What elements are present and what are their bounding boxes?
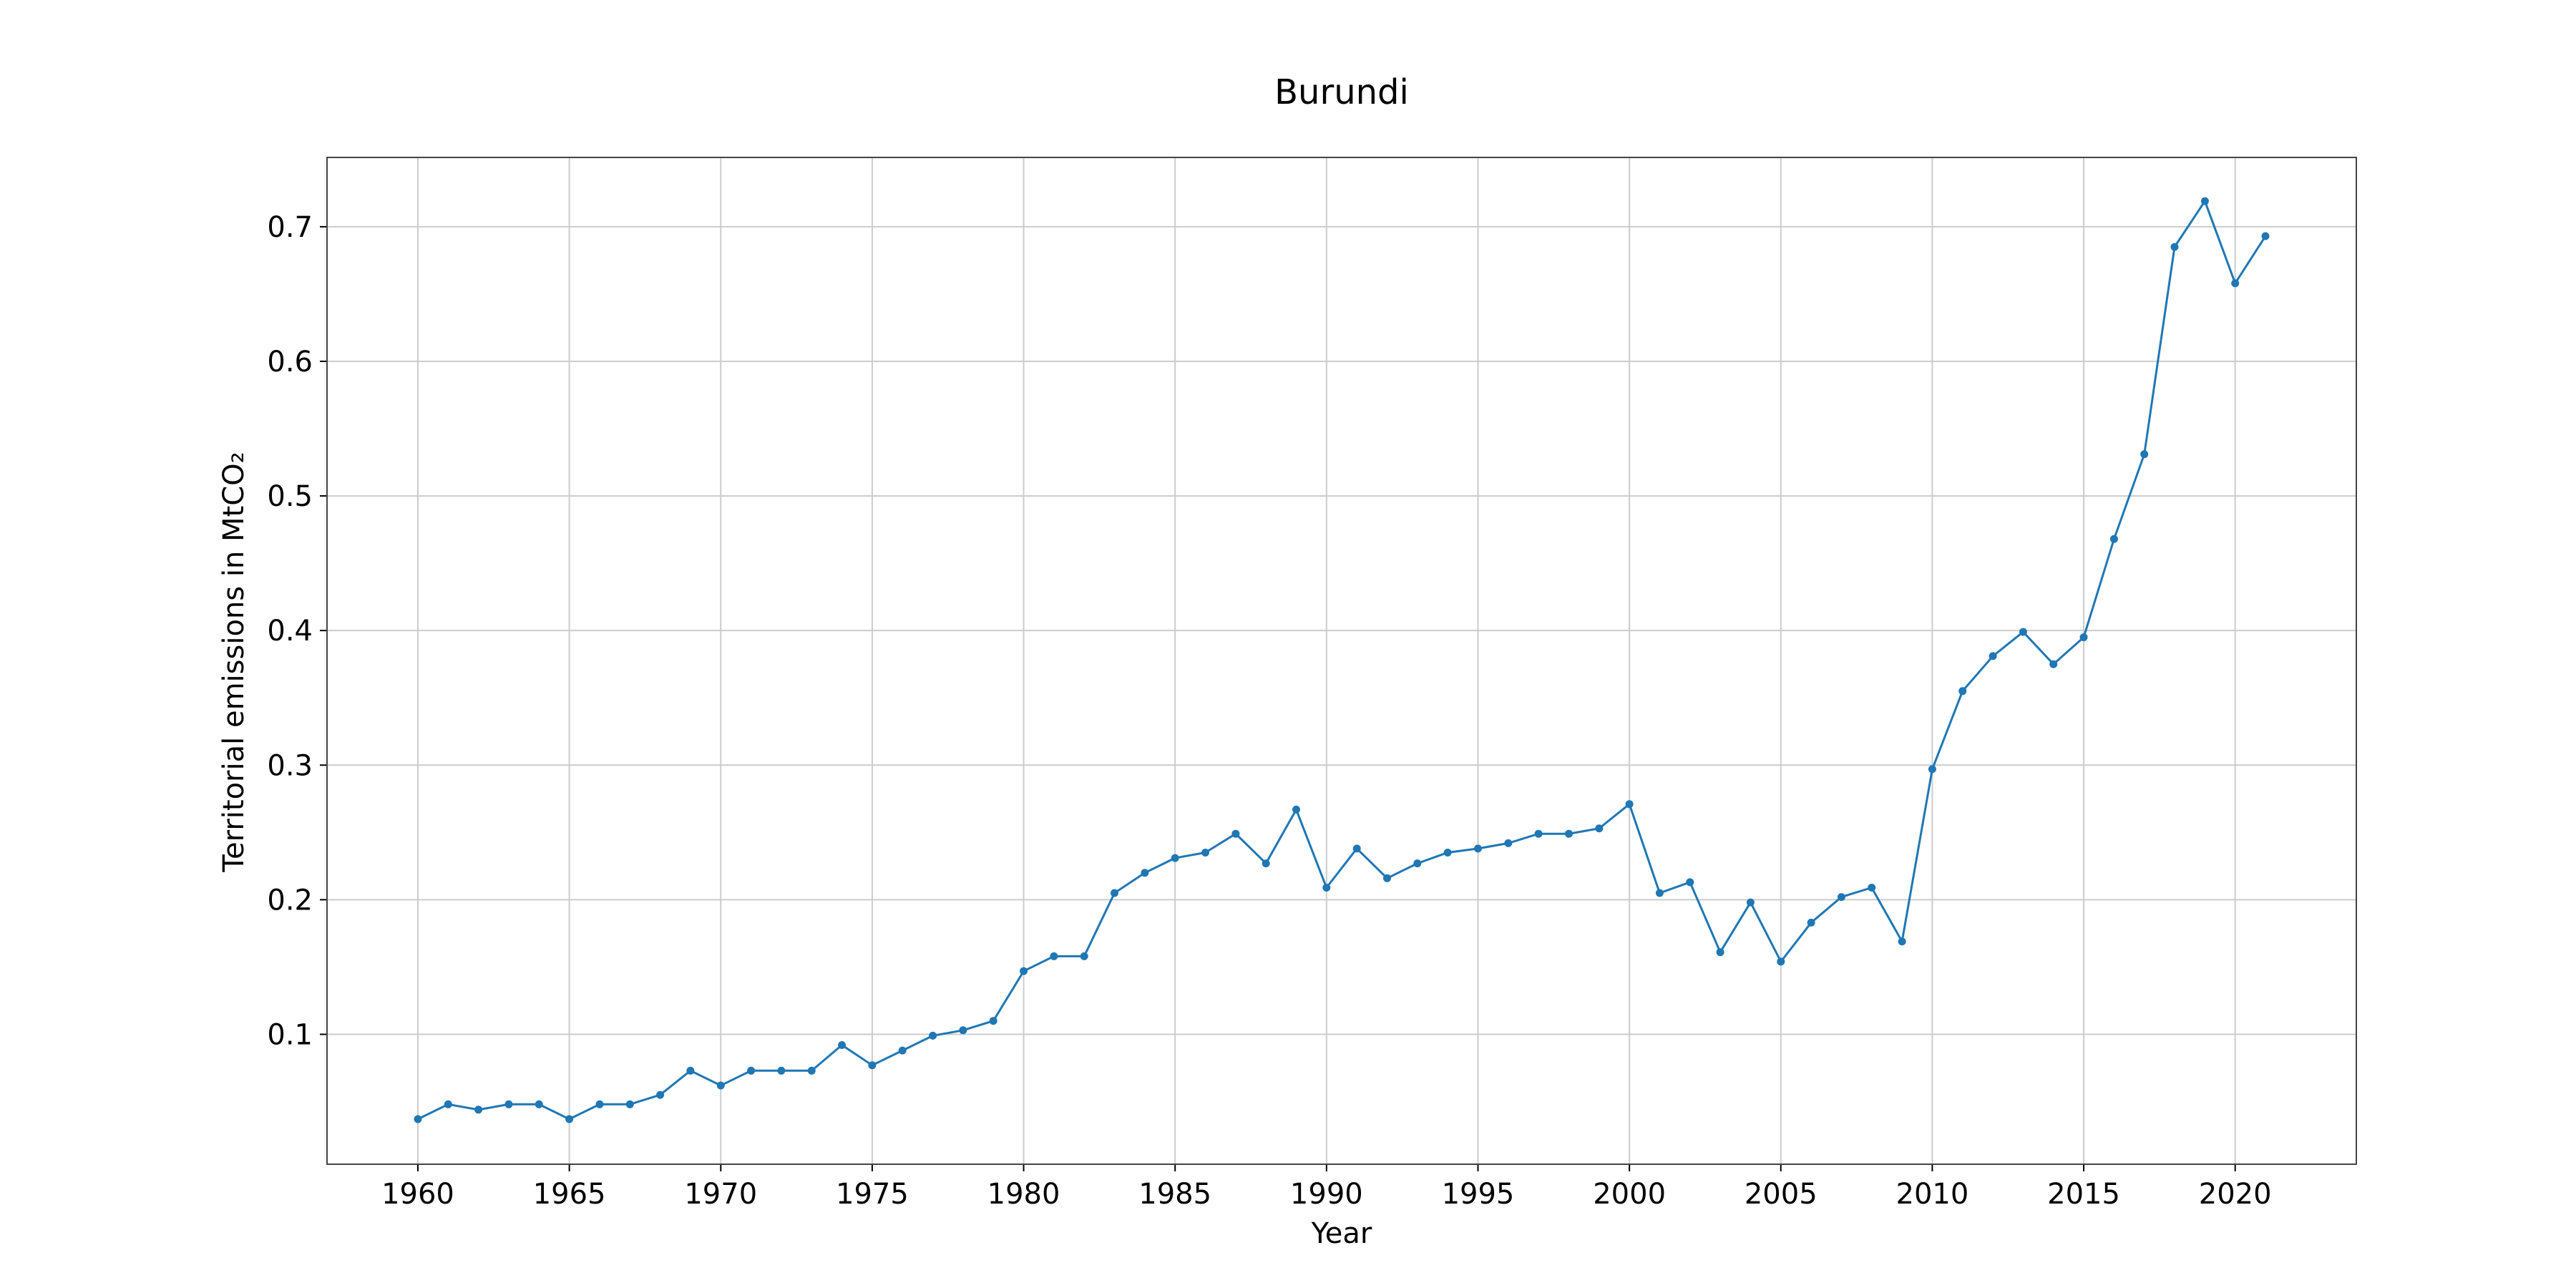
data-point <box>1898 937 1906 946</box>
x-tick-label: 1985 <box>1138 1178 1211 1211</box>
x-tick-label: 2020 <box>2199 1178 2272 1211</box>
y-tick-label: 0.2 <box>267 884 313 917</box>
data-point <box>1171 854 1179 862</box>
chart-title: Burundi <box>1274 72 1409 112</box>
data-point <box>1201 849 1209 857</box>
x-tick-label: 1975 <box>836 1178 909 1211</box>
data-point <box>1292 805 1300 814</box>
series-line <box>417 198 2267 1121</box>
x-tick-label: 1990 <box>1290 1178 1363 1211</box>
data-point <box>2231 279 2240 288</box>
y-tick-label: 0.1 <box>267 1018 313 1051</box>
data-point <box>1989 652 1997 660</box>
data-point <box>474 1106 483 1114</box>
data-point <box>414 1115 422 1123</box>
data-point <box>625 1100 634 1108</box>
axes-layer: 1960 1965 1970 1975 1980 1985 1990 1995 2000 2005… <box>267 157 2357 1211</box>
data-point <box>1262 859 1270 868</box>
data-point <box>1080 952 1088 960</box>
data-point <box>595 1100 604 1108</box>
data-point <box>535 1100 543 1108</box>
data-point <box>444 1100 452 1108</box>
data-point <box>1655 889 1664 897</box>
data-point <box>1625 800 1634 809</box>
x-tick-label: 2010 <box>1896 1178 1969 1211</box>
data-point <box>2200 197 2209 205</box>
x-tick-label: 1980 <box>987 1178 1060 1211</box>
data-point <box>1141 869 1149 877</box>
data-point <box>777 1066 786 1075</box>
data-point <box>1958 687 1967 696</box>
data-point <box>1868 884 1876 892</box>
plot-frame <box>326 157 2357 1165</box>
data-point <box>868 1061 877 1070</box>
y-tick-label: 0.3 <box>267 749 313 782</box>
x-tick-label: 2015 <box>2047 1178 2120 1211</box>
data-point <box>1352 844 1361 853</box>
data-point <box>2140 450 2149 459</box>
x-tick-label: 2005 <box>1745 1178 1818 1211</box>
y-tick-label: 0.6 <box>267 346 313 379</box>
x-tick-label: 1970 <box>684 1178 757 1211</box>
data-point <box>565 1115 574 1123</box>
data-point <box>1595 824 1604 833</box>
data-point <box>1565 829 1573 838</box>
data-point <box>2079 633 2088 642</box>
data-point <box>1534 829 1543 838</box>
x-tick-label: 2000 <box>1593 1178 1666 1211</box>
data-point <box>2019 628 2027 636</box>
data-point <box>989 1017 997 1025</box>
data-point <box>1686 878 1694 887</box>
data-point <box>716 1081 725 1090</box>
y-tick-label: 0.5 <box>267 480 313 513</box>
data-point <box>686 1066 695 1075</box>
data-point <box>1837 893 1845 902</box>
y-axis-label: Territorial emissions in MtCO₂ <box>218 452 250 872</box>
data-point <box>1716 948 1724 957</box>
data-point <box>1504 839 1513 847</box>
data-point <box>504 1100 513 1108</box>
data-point <box>1111 889 1118 897</box>
data-point <box>838 1041 847 1049</box>
x-tick-label: 1995 <box>1442 1178 1515 1211</box>
x-tick-label: 1960 <box>381 1178 454 1211</box>
data-point <box>1413 859 1422 868</box>
data-point <box>1050 952 1058 960</box>
data-point <box>1020 967 1028 975</box>
data-point <box>1231 829 1240 838</box>
data-point <box>807 1066 816 1075</box>
y-tick-label: 0.7 <box>267 211 313 244</box>
data-point <box>1746 898 1755 907</box>
grid-layer <box>327 157 2356 1164</box>
data-point <box>2109 535 2118 543</box>
data-point <box>2170 243 2179 251</box>
data-point <box>1928 765 1936 774</box>
y-tick-label: 0.4 <box>267 615 313 648</box>
data-point <box>1807 918 1815 927</box>
x-tick-label: 1965 <box>533 1178 606 1211</box>
data-point <box>2261 232 2270 240</box>
data-point <box>1443 849 1452 857</box>
x-axis-label: Year <box>1311 1217 1372 1250</box>
data-point <box>929 1031 937 1040</box>
data-point <box>1322 884 1331 892</box>
data-point <box>959 1026 967 1035</box>
data-point <box>1383 874 1391 882</box>
data-point <box>1777 957 1785 966</box>
data-point <box>1474 844 1482 853</box>
series-layer <box>414 197 2270 1123</box>
data-point <box>898 1046 907 1055</box>
data-point <box>2049 660 2058 668</box>
data-point <box>747 1066 756 1075</box>
data-point <box>656 1091 665 1099</box>
